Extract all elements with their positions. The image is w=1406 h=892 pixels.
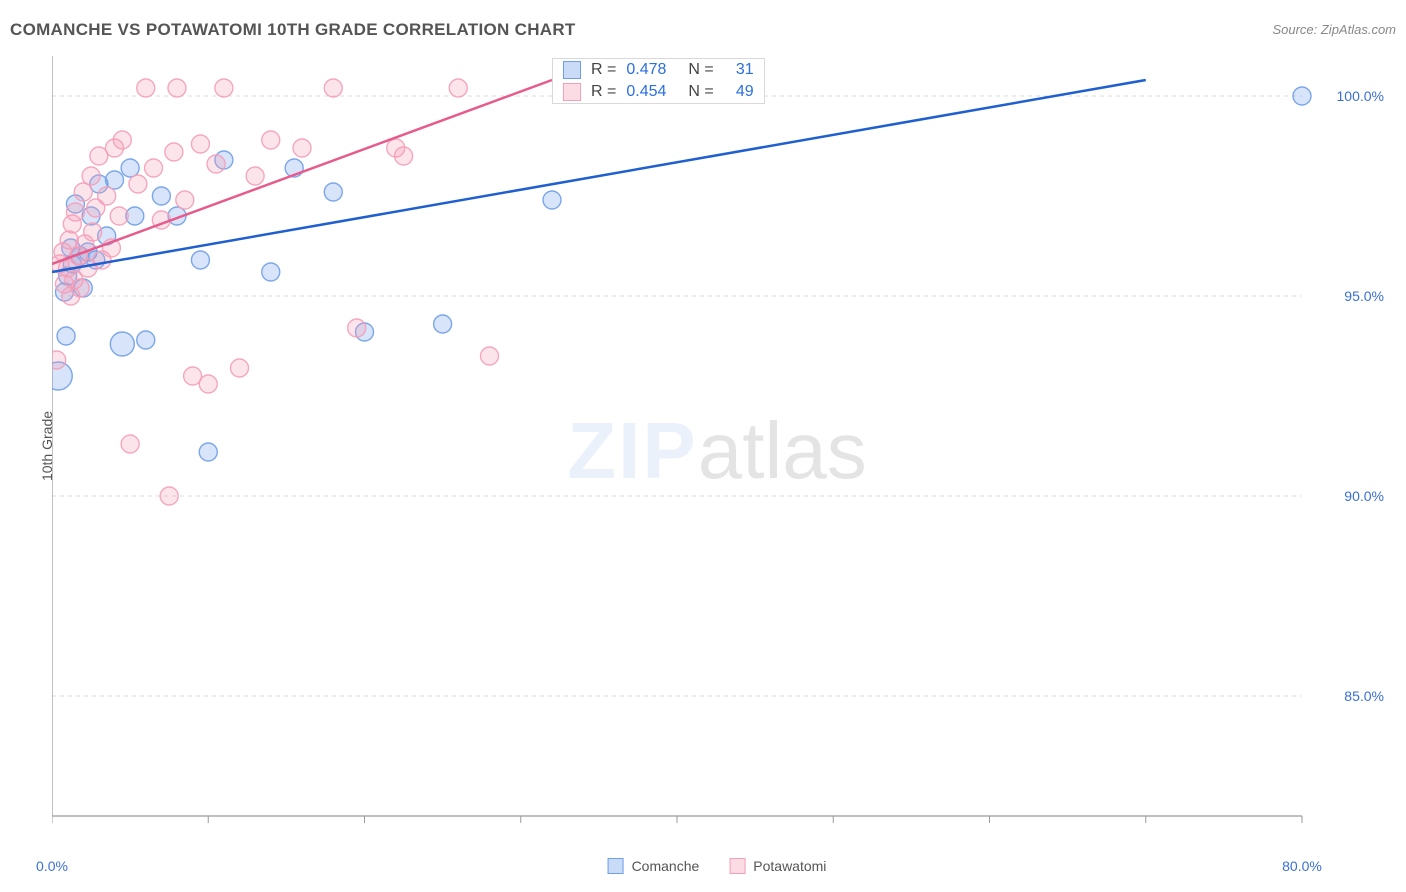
legend-item: Comanche (608, 858, 700, 874)
stat-swatch (563, 83, 581, 101)
stat-n-label: N = (688, 83, 713, 101)
source-attribution: Source: ZipAtlas.com (1272, 22, 1396, 37)
stat-r-value: 0.454 (626, 83, 678, 101)
y-tick-label: 100.0% (1337, 88, 1384, 104)
stat-r-label: R = (591, 61, 616, 79)
x-tick-label: 0.0% (36, 858, 68, 874)
stat-row: R = 0.478 N = 31 (553, 59, 764, 81)
legend-swatch (608, 858, 624, 874)
legend-swatch (729, 858, 745, 874)
y-tick-label: 85.0% (1344, 688, 1384, 704)
stat-n-value: 49 (724, 83, 754, 101)
legend-label: Potawatomi (753, 858, 826, 874)
stat-r-value: 0.478 (626, 61, 678, 79)
scatter-chart-svg (52, 56, 1382, 846)
stat-n-label: N = (688, 61, 713, 79)
chart-plot-area: ZIPatlas 85.0%90.0%95.0%100.0% 0.0%80.0%… (52, 56, 1382, 846)
y-tick-label: 90.0% (1344, 488, 1384, 504)
stat-n-value: 31 (724, 61, 754, 79)
legend-item: Potawatomi (729, 858, 826, 874)
y-tick-label: 95.0% (1344, 288, 1384, 304)
legend-label: Comanche (632, 858, 700, 874)
stat-r-label: R = (591, 83, 616, 101)
stat-row: R = 0.454 N = 49 (553, 81, 764, 103)
legend: Comanche Potawatomi (608, 858, 827, 874)
x-tick-label: 80.0% (1282, 858, 1322, 874)
stat-swatch (563, 61, 581, 79)
chart-title: COMANCHE VS POTAWATOMI 10TH GRADE CORREL… (10, 20, 576, 39)
correlation-stats-box: R = 0.478 N = 31 R = 0.454 N = 49 (552, 58, 765, 104)
